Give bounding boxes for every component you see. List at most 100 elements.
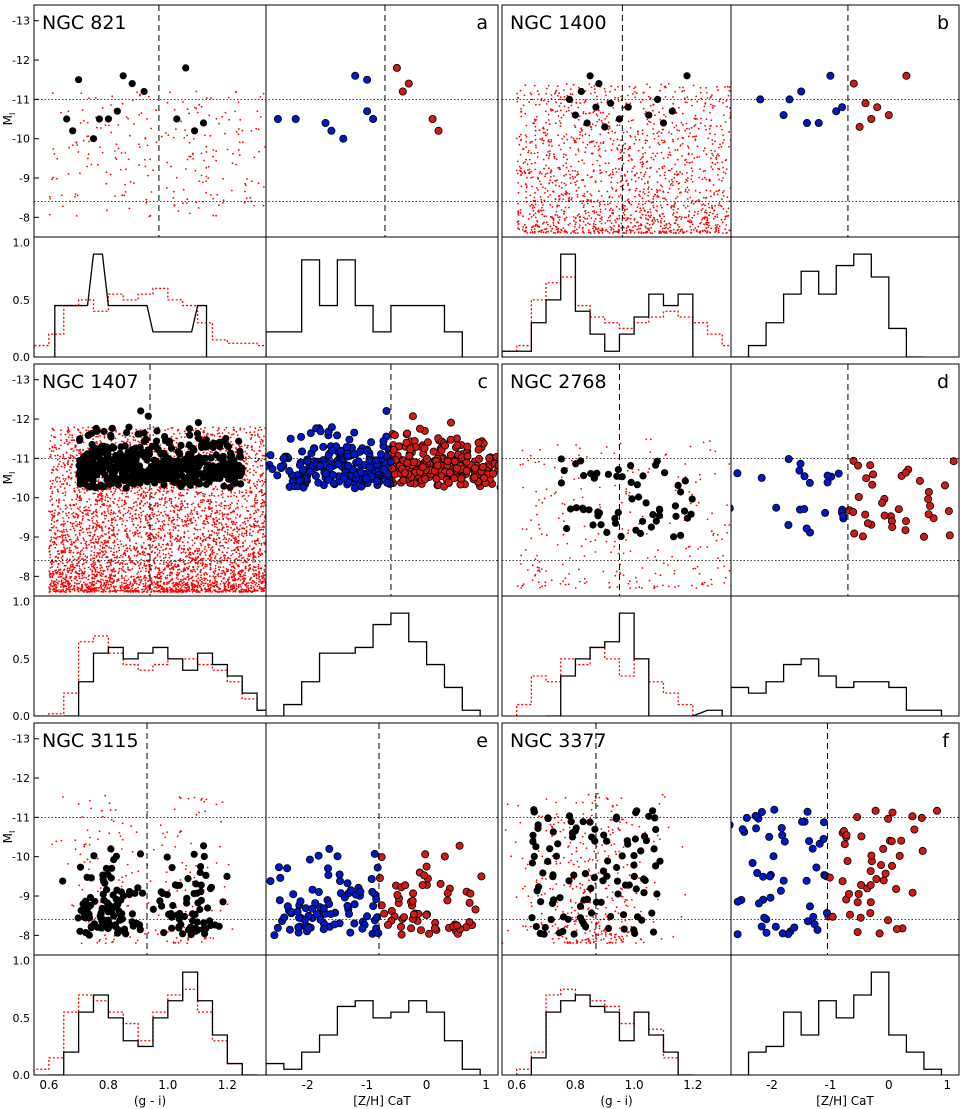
photometry-dot: [99, 435, 101, 437]
photometry-dot: [586, 202, 589, 205]
photometry-dot: [222, 569, 225, 572]
photometry-dot: [204, 565, 207, 568]
photometry-dot: [576, 196, 579, 198]
photometry-dot: [166, 564, 168, 567]
photometry-dot: [234, 578, 237, 580]
photometry-dot: [527, 151, 529, 154]
photometry-dot: [73, 487, 75, 490]
photometry-dot: [656, 181, 659, 184]
photometry-dot: [229, 557, 231, 560]
photometry-dot: [231, 571, 234, 573]
photometry-dot: [547, 196, 550, 198]
panel-frame: [730, 236, 960, 358]
photometry-dot: [229, 533, 231, 536]
photometry-dot: [100, 534, 103, 537]
photometry-dot: [520, 173, 522, 176]
cmd-ytick-label: -10: [12, 133, 30, 146]
photometry-dot: [200, 491, 203, 494]
photometry-dot: [642, 191, 645, 193]
photometry-dot: [229, 561, 232, 563]
photometry-dot: [572, 137, 575, 140]
photometry-dot: [609, 173, 612, 176]
photometry-dot: [203, 159, 206, 162]
photometry-dot: [156, 502, 159, 505]
photometry-dot: [618, 214, 621, 217]
photometry-dot: [246, 446, 248, 449]
photometry-dot: [191, 513, 194, 515]
photometry-dot: [684, 188, 687, 191]
photometry-dot: [675, 197, 677, 200]
photometry-dot: [76, 536, 79, 538]
photometry-dot: [113, 539, 116, 542]
photometry-dot: [654, 155, 657, 157]
panel-frame: [730, 4, 960, 238]
photometry-dot: [643, 192, 646, 195]
photometry-dot: [168, 528, 171, 531]
photometry-dot: [204, 587, 207, 589]
photometry-dot: [107, 519, 110, 522]
photometry-dot: [178, 580, 181, 583]
photometry-dot: [215, 214, 218, 217]
photometry-dot: [704, 124, 706, 127]
photometry-dot: [529, 92, 532, 94]
photometry-dot: [556, 179, 559, 181]
photometry-dot: [239, 579, 242, 581]
photometry-dot: [54, 533, 57, 536]
photometry-dot: [73, 426, 76, 429]
photometry-dot: [154, 583, 157, 585]
photometry-dot: [517, 210, 520, 212]
photometry-dot: [672, 208, 675, 211]
cluster-metal-point: [392, 63, 401, 72]
photometry-dot: [66, 520, 69, 523]
photometry-dot: [200, 105, 203, 108]
photometry-dot: [72, 515, 75, 518]
photometry-dot: [220, 505, 222, 507]
photometry-dot: [705, 216, 708, 219]
photometry-dot: [527, 172, 530, 174]
photometry-dot: [579, 134, 581, 136]
photometry-dot: [533, 118, 536, 121]
photometry-dot: [708, 127, 711, 130]
photometry-dot: [225, 525, 228, 528]
photometry-dot: [128, 590, 131, 592]
photometry-dot: [211, 510, 214, 512]
photometry-dot: [83, 488, 86, 491]
photometry-dot: [662, 141, 664, 144]
photometry-dot: [716, 216, 719, 219]
photometry-dot: [247, 495, 250, 497]
photometry-dot: [167, 532, 169, 534]
photometry-dot: [142, 553, 145, 556]
photometry-dot: [629, 102, 632, 105]
photometry-dot: [524, 183, 527, 185]
photometry-dot: [245, 491, 248, 494]
photometry-dot: [76, 486, 79, 489]
photometry-dot: [61, 573, 64, 576]
photometry-dot: [226, 551, 228, 554]
photometry-dot: [57, 582, 59, 585]
photometry-dot: [686, 191, 689, 194]
hist-ytick-label: 0.0: [13, 351, 31, 364]
photometry-dot: [703, 223, 705, 226]
photometry-dot: [87, 153, 90, 156]
photometry-dot: [107, 496, 109, 499]
photometry-dot: [184, 521, 187, 523]
photometry-dot: [597, 230, 599, 233]
photometry-dot: [133, 123, 135, 125]
photometry-dot: [200, 428, 202, 430]
photometry-dot: [106, 209, 108, 212]
photometry-dot: [213, 523, 216, 526]
photometry-dot: [150, 495, 153, 498]
photometry-dot: [66, 547, 69, 549]
photometry-dot: [95, 528, 98, 530]
photometry-dot: [85, 584, 87, 587]
photometry-dot: [134, 513, 137, 516]
photometry-dot: [709, 111, 711, 114]
photometry-dot: [172, 565, 175, 568]
cluster-metal-point: [873, 103, 882, 112]
cluster-metal-point: [902, 71, 911, 80]
photometry-dot: [241, 505, 244, 508]
photometry-dot: [117, 543, 119, 546]
photometry-dot: [49, 487, 52, 490]
photometry-dot: [557, 115, 560, 117]
photometry-dot: [562, 227, 565, 230]
